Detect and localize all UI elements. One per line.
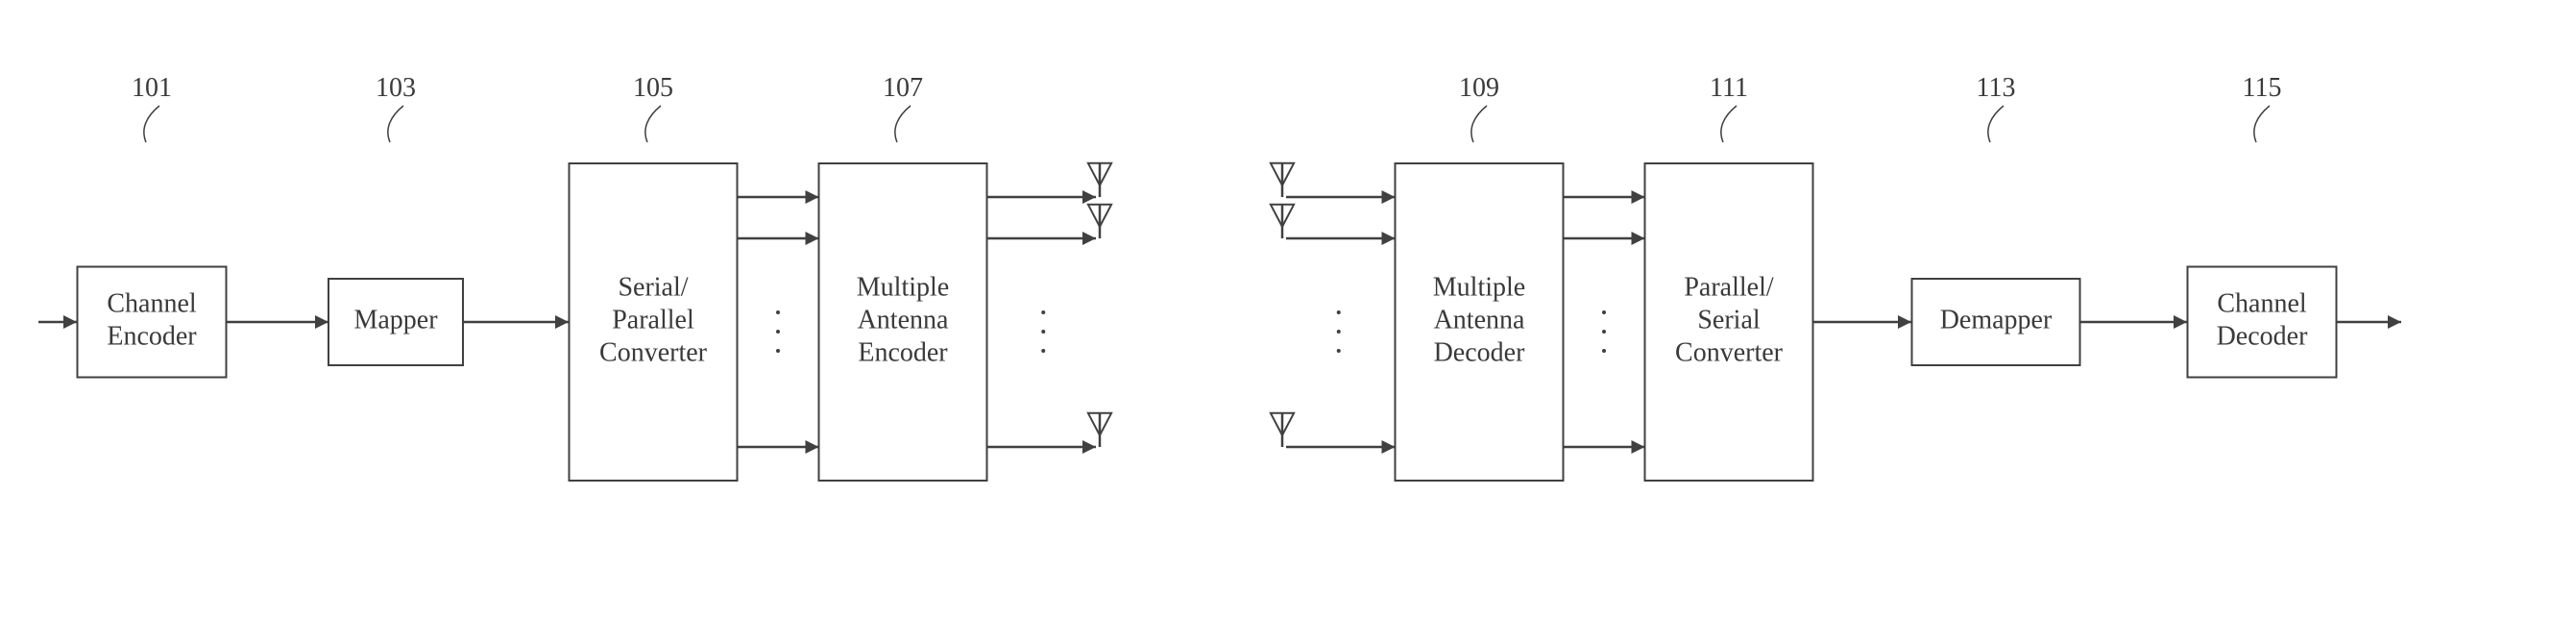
- tx-dot-0: [1041, 310, 1045, 314]
- block-b111-ref: 111: [1710, 73, 1748, 103]
- bus-109-111-dot-1: [1602, 330, 1606, 334]
- block-b109-line1: Antenna: [1434, 305, 1525, 334]
- block-b105-line0: Serial/: [618, 272, 688, 302]
- block-b113-line0: Demapper: [1940, 305, 2053, 334]
- block-b113-leader: [1988, 106, 2004, 142]
- arrow-113-115-arrowhead: [2174, 315, 2187, 329]
- block-b105: Serial/Parallel Converter 105: [570, 73, 738, 481]
- arrow-101-103-arrowhead: [315, 315, 328, 329]
- rx-dot-1: [1337, 330, 1341, 334]
- bus-105-107-0-arrowhead: [806, 190, 819, 204]
- block-b111-leader: [1721, 106, 1737, 142]
- rx-dot-0: [1337, 310, 1341, 314]
- block-b115-leader: [2254, 106, 2270, 142]
- block-b109: Multiple Antenna Decoder 109: [1396, 73, 1564, 481]
- block-b105-line2: Converter: [599, 337, 708, 367]
- block-b109-ref: 109: [1459, 73, 1499, 103]
- block-b115-line0: Channel: [2217, 288, 2307, 318]
- block-b101-ref: 101: [132, 73, 172, 103]
- block-b115-ref: 115: [2243, 73, 2282, 103]
- block-b103: Mapper 103: [328, 73, 463, 365]
- tx-feed-1-arrowhead: [1082, 232, 1096, 245]
- block-b109-leader: [1471, 106, 1487, 142]
- block-b101-line0: Channel: [107, 288, 197, 318]
- block-b109-line0: Multiple: [1433, 272, 1525, 302]
- tx-feed-2-arrowhead: [1082, 440, 1096, 454]
- block-b107: Multiple Antenna Encoder 107: [819, 73, 987, 481]
- bus-109-111-1-arrowhead: [1632, 232, 1645, 245]
- arrow-103-105-arrowhead: [555, 315, 569, 329]
- tx-feed-0-arrowhead: [1082, 190, 1096, 204]
- block-b111-line2: Converter: [1675, 337, 1784, 367]
- block-b107-line2: Encoder: [858, 337, 948, 367]
- rx-feed-0-arrowhead: [1382, 190, 1396, 204]
- block-b115-line1: Decoder: [2217, 321, 2309, 351]
- bus-105-107-dot-1: [776, 330, 780, 334]
- block-b103-line0: Mapper: [353, 305, 438, 334]
- bus-109-111-2-arrowhead: [1632, 440, 1645, 454]
- bus-109-111-dot-2: [1602, 349, 1606, 353]
- block-b101-leader: [144, 106, 159, 142]
- rx-dot-2: [1337, 349, 1341, 353]
- block-b107-line0: Multiple: [857, 272, 949, 302]
- bus-109-111-0-arrowhead: [1632, 190, 1645, 204]
- block-b101-line1: Encoder: [107, 321, 197, 351]
- block-b105-line1: Parallel: [612, 305, 694, 334]
- block-b105-leader: [645, 106, 661, 142]
- rx-feed-2-arrowhead: [1382, 440, 1396, 454]
- block-b111-line0: Parallel/: [1684, 272, 1774, 302]
- arrow-in-101-arrowhead: [63, 315, 77, 329]
- block-b103-leader: [388, 106, 403, 142]
- bus-105-107-2-arrowhead: [806, 440, 819, 454]
- tx-dot-2: [1041, 349, 1045, 353]
- block-b113: Demapper 113: [1912, 73, 2080, 365]
- block-diagram: ChannelEncoder101Mapper103Serial/Paralle…: [0, 0, 2576, 644]
- bus-105-107-dot-0: [776, 310, 780, 314]
- block-b107-line1: Antenna: [858, 305, 949, 334]
- block-b105-ref: 105: [633, 73, 673, 103]
- arrow-115-out-arrowhead: [2388, 315, 2401, 329]
- block-b115: ChannelDecoder 115: [2188, 73, 2337, 378]
- bus-105-107-1-arrowhead: [806, 232, 819, 245]
- block-b111-line1: Serial: [1697, 305, 1761, 334]
- block-b103-ref: 103: [376, 73, 416, 103]
- rx-feed-1-arrowhead: [1382, 232, 1396, 245]
- block-b107-leader: [895, 106, 911, 142]
- block-b113-ref: 113: [1977, 73, 2016, 103]
- bus-105-107-dot-2: [776, 349, 780, 353]
- tx-dot-1: [1041, 330, 1045, 334]
- block-b111: Parallel/Serial Converter 111: [1645, 73, 1813, 481]
- block-b109-line2: Decoder: [1434, 337, 1526, 367]
- block-b107-ref: 107: [883, 73, 923, 103]
- arrow-111-113-arrowhead: [1898, 315, 1911, 329]
- block-b101: ChannelEncoder 101: [78, 73, 227, 378]
- bus-109-111-dot-0: [1602, 310, 1606, 314]
